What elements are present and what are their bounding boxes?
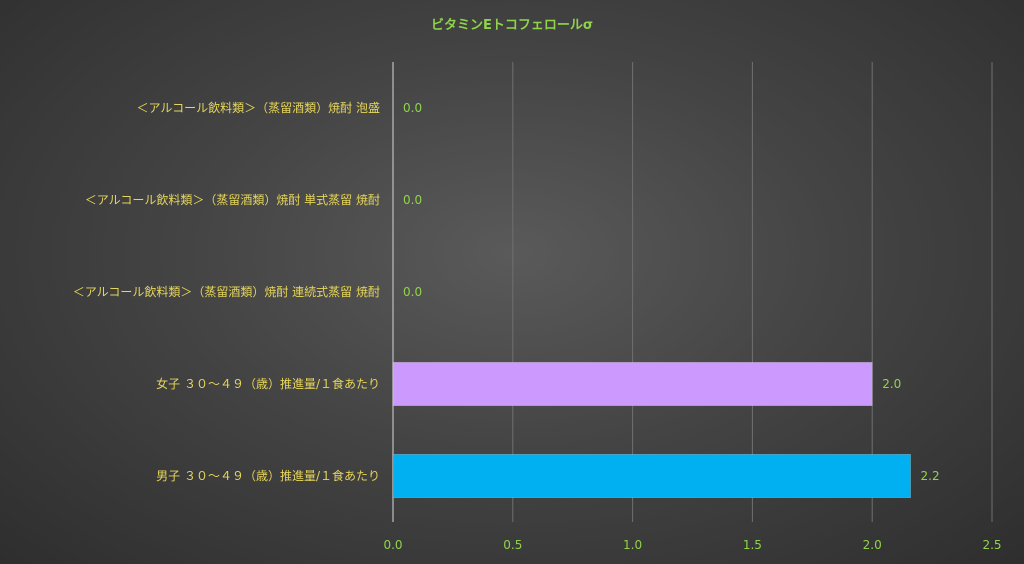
x-tick-label: 2.5 bbox=[982, 538, 1001, 552]
category-label: 男子 ３０～４９（歳）推進量/１食あたり bbox=[156, 468, 380, 483]
x-tick-label: 1.5 bbox=[743, 538, 762, 552]
x-tick-label: 0.0 bbox=[383, 538, 402, 552]
chart-title: ビタミンEトコフェロールσ bbox=[430, 18, 593, 33]
bar bbox=[392, 362, 873, 406]
data-label: 0.0 bbox=[403, 285, 422, 299]
x-tick-label: 2.0 bbox=[863, 538, 882, 552]
data-label: 0.0 bbox=[403, 101, 422, 115]
data-label: 0.0 bbox=[403, 193, 422, 207]
x-tick-label: 1.0 bbox=[623, 538, 642, 552]
x-tick-label: 0.5 bbox=[503, 538, 522, 552]
category-label: ＜アルコール飲料類＞（蒸留酒類）焼酎 泡盛 bbox=[137, 100, 380, 115]
category-label: ＜アルコール飲料類＞（蒸留酒類）焼酎 連続式蒸留 焼酎 bbox=[73, 284, 380, 299]
category-label: 女子 ３０～４９（歳）推進量/１食あたり bbox=[156, 376, 380, 391]
data-label: 2.0 bbox=[882, 377, 901, 391]
category-label: ＜アルコール飲料類＞（蒸留酒類）焼酎 単式蒸留 焼酎 bbox=[85, 192, 380, 207]
data-label: 2.2 bbox=[921, 469, 940, 483]
bar bbox=[392, 454, 911, 498]
